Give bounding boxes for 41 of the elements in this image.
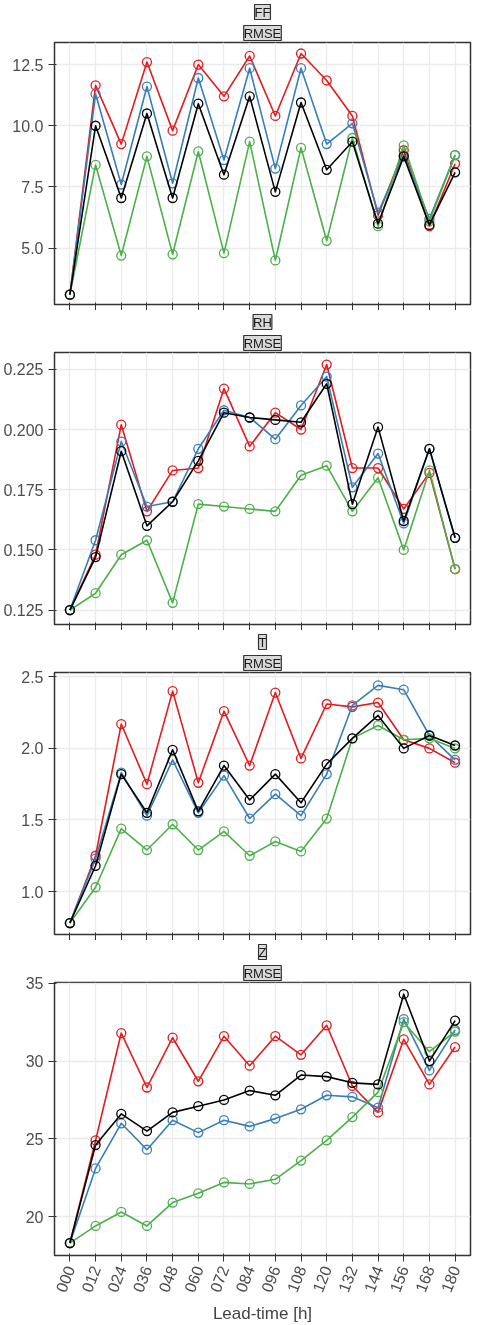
y-tick-label: 1.5	[21, 811, 44, 829]
y-tick-label: 35	[25, 975, 44, 993]
x-tick-label: 168	[412, 1263, 438, 1295]
y-tick-label: 0.175	[3, 481, 44, 499]
chart-subtitle: RMSE	[243, 25, 282, 41]
x-tick-label: 072	[206, 1263, 233, 1295]
y-tick-label: 10.0	[12, 117, 44, 135]
x-tick-label: 012	[78, 1263, 105, 1295]
chart-subtitle: RMSE	[243, 335, 282, 351]
x-tick-label: 084	[232, 1263, 259, 1295]
chart-title: RH	[253, 314, 272, 330]
chart-title: FF	[254, 4, 271, 20]
y-tick-label: 5.0	[21, 240, 44, 258]
x-tick-label: 024	[104, 1263, 130, 1295]
x-tick-label: 060	[181, 1263, 207, 1295]
y-tick-label: 7.5	[21, 178, 44, 196]
y-tick-label: 25	[25, 1130, 44, 1148]
y-tick-label: 2.5	[21, 668, 44, 686]
y-tick-label: 2.0	[21, 740, 44, 758]
x-tick-label: 144	[360, 1263, 387, 1295]
chart-subtitle: RMSE	[243, 965, 282, 981]
x-tick-label: 000	[52, 1263, 79, 1295]
y-tick-label: 1.0	[21, 883, 44, 901]
x-tick-label: 108	[283, 1263, 310, 1295]
chart-subtitle: RMSE	[243, 655, 282, 671]
x-tick-label: 036	[129, 1263, 156, 1295]
chart-title: Z	[258, 944, 267, 960]
x-tick-label: 156	[386, 1263, 413, 1295]
y-tick-label: 20	[25, 1208, 44, 1226]
y-tick-label: 0.225	[3, 361, 44, 379]
y-tick-label: 0.200	[3, 421, 44, 439]
y-tick-label: 0.125	[3, 602, 44, 620]
x-tick-label: 180	[437, 1263, 464, 1295]
x-tick-label: 096	[258, 1263, 284, 1295]
y-tick-label: 30	[25, 1053, 44, 1071]
x-tick-label: 120	[309, 1263, 336, 1295]
x-tick-label: 132	[335, 1263, 361, 1295]
x-tick-label: 048	[155, 1263, 182, 1295]
y-tick-label: 0.150	[3, 541, 44, 559]
y-tick-label: 12.5	[12, 56, 44, 74]
x-axis-title: Lead-time [h]	[212, 1303, 313, 1323]
